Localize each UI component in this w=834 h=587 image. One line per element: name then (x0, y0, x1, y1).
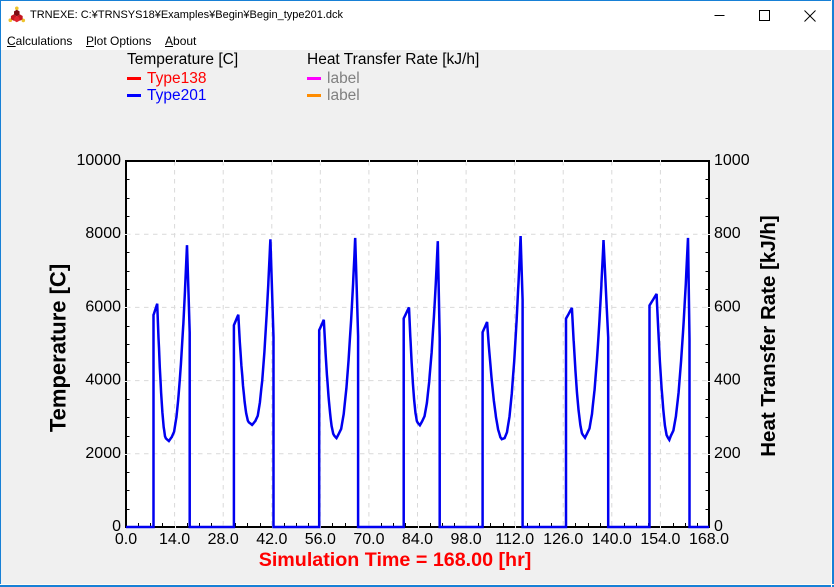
svg-text:600: 600 (714, 298, 741, 315)
svg-text:400: 400 (714, 372, 741, 389)
svg-text:28.0: 28.0 (208, 531, 239, 548)
svg-text:6000: 6000 (85, 298, 121, 315)
svg-text:42.0: 42.0 (256, 531, 287, 548)
svg-text:10000: 10000 (77, 152, 122, 169)
svg-text:84.0: 84.0 (402, 531, 433, 548)
svg-text:98.0: 98.0 (451, 531, 482, 548)
svg-text:4000: 4000 (85, 372, 121, 389)
svg-text:2000: 2000 (85, 445, 121, 462)
svg-text:126.0: 126.0 (543, 531, 583, 548)
svg-text:56.0: 56.0 (305, 531, 336, 548)
svg-text:800: 800 (714, 225, 741, 242)
svg-text:8000: 8000 (85, 225, 121, 242)
svg-text:0: 0 (112, 518, 121, 535)
svg-text:70.0: 70.0 (353, 531, 384, 548)
svg-text:112.0: 112.0 (495, 531, 534, 548)
svg-text:168.0: 168.0 (689, 531, 729, 548)
svg-text:Temperature [C]: Temperature [C] (46, 264, 71, 432)
svg-text:0: 0 (714, 518, 723, 535)
svg-text:Heat Transfer Rate [kJ/h]: Heat Transfer Rate [kJ/h] (757, 215, 780, 457)
svg-text:154.0: 154.0 (640, 531, 680, 548)
svg-text:140.0: 140.0 (592, 531, 632, 548)
svg-text:1000: 1000 (714, 152, 750, 169)
svg-text:0.0: 0.0 (115, 531, 137, 548)
svg-text:Simulation Time = 168.00 [hr]: Simulation Time = 168.00 [hr] (259, 549, 532, 571)
svg-text:14.0: 14.0 (159, 531, 190, 548)
svg-text:200: 200 (714, 445, 741, 462)
